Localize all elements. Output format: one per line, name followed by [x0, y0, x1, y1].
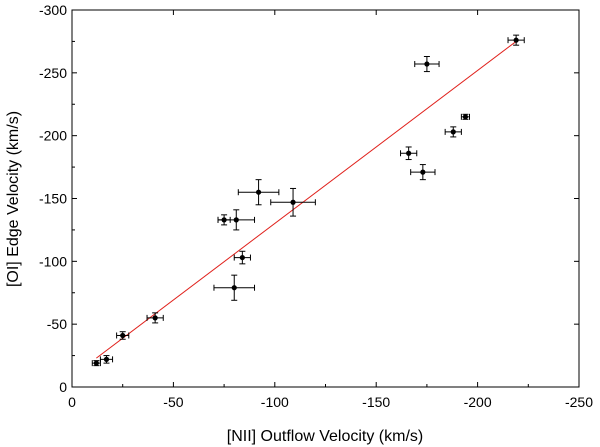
data-point: [400, 146, 418, 161]
x-tick-label: -200: [464, 394, 492, 410]
y-tick-label: -50: [47, 316, 67, 332]
data-points: [91, 34, 525, 367]
y-axis: 0 -50 -100 -150 -200 -250 -300: [39, 2, 579, 395]
data-point: [91, 360, 101, 367]
y-tick-label: -100: [39, 253, 67, 269]
x-tick-label: -150: [362, 394, 390, 410]
x-tick-label: -50: [163, 394, 183, 410]
point-marker: [239, 254, 245, 261]
data-point: [414, 55, 440, 73]
point-marker: [152, 315, 158, 321]
fit-line: [96, 41, 517, 359]
data-point: [213, 274, 256, 301]
point-marker: [420, 169, 426, 175]
data-point: [237, 179, 280, 206]
plot-frame: [71, 9, 580, 388]
x-tick-label: 0: [68, 394, 76, 410]
point-marker: [93, 360, 99, 366]
data-point: [410, 164, 436, 181]
point-marker: [406, 150, 412, 156]
data-point: [116, 331, 130, 340]
data-point: [146, 312, 164, 324]
point-marker: [462, 114, 469, 120]
x-axis: 0 -50 -100 -150 -200 -250: [68, 10, 593, 410]
data-point: [217, 209, 256, 231]
x-axis-title: [NII] Outflow Velocity (km/s): [227, 428, 423, 445]
point-marker: [290, 199, 296, 205]
data-point: [507, 34, 525, 46]
x-tick-label: -250: [565, 394, 593, 410]
data-point: [444, 126, 462, 138]
data-point: [233, 250, 251, 265]
point-marker: [424, 61, 430, 67]
point-marker: [513, 37, 519, 43]
data-point: [99, 355, 114, 364]
point-marker: [450, 129, 456, 135]
point-marker: [103, 356, 110, 362]
y-tick-label: -150: [39, 191, 67, 207]
point-marker: [120, 332, 126, 339]
y-axis-title: [OI] Edge Velocity (km/s): [5, 111, 22, 287]
point-marker: [255, 189, 262, 195]
data-point: [460, 113, 470, 120]
point-marker: [231, 285, 237, 291]
y-tick-label: 0: [59, 379, 67, 395]
point-marker: [233, 217, 239, 223]
y-tick-label: -200: [39, 128, 67, 144]
y-tick-label: -300: [39, 2, 67, 18]
x-tick-label: -100: [261, 394, 289, 410]
y-tick-label: -250: [39, 65, 67, 81]
data-point: [270, 187, 316, 217]
